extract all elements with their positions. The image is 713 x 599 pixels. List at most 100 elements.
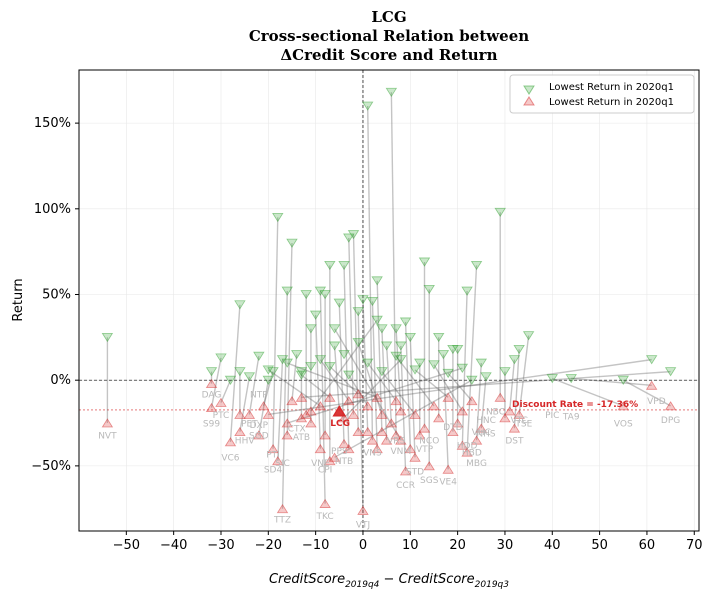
low-marker <box>338 413 350 423</box>
chart-title-line-2: Cross-sectional Relation between <box>249 27 529 45</box>
legend: Lowest Return in 2020q1 Lowest Return in… <box>509 74 695 114</box>
stem-line <box>277 359 284 461</box>
ticker-label: HDD <box>457 442 478 452</box>
high-marker <box>290 350 303 360</box>
low-marker <box>513 409 525 419</box>
stem-line <box>442 354 449 470</box>
ticker-label: NBC <box>486 407 505 417</box>
x-tick-label: −40 <box>160 538 187 553</box>
low-marker <box>442 464 454 474</box>
chart-title: LCG Cross-sectional Relation between ΔCr… <box>249 8 529 64</box>
stem-line <box>385 345 393 424</box>
stem-line <box>414 369 449 398</box>
ticker-label: PET <box>241 419 258 429</box>
ticker-label: NTB <box>335 457 353 467</box>
x-axis-label-minus: − <box>379 572 398 587</box>
high-marker <box>480 372 492 382</box>
high-marker <box>262 375 275 385</box>
stem-line <box>210 357 222 408</box>
low-marker <box>371 443 383 454</box>
high-marker <box>451 344 464 355</box>
high-marker <box>352 307 364 317</box>
high-marker <box>366 296 379 307</box>
low-marker <box>338 438 350 448</box>
stem-line <box>301 374 331 398</box>
low-marker <box>328 452 341 462</box>
high-marker <box>428 360 440 370</box>
low-marker <box>395 435 407 445</box>
low-marker <box>324 392 336 402</box>
stem-line <box>622 379 671 407</box>
high-marker <box>617 375 629 385</box>
ticker-label: PTI <box>266 450 280 460</box>
low-marker <box>371 392 383 402</box>
high-marker <box>399 317 412 327</box>
ticker-label: VRS <box>387 437 405 447</box>
stem-line <box>513 349 520 429</box>
low-marker <box>281 430 293 440</box>
high-marker <box>404 332 417 343</box>
low-marker <box>428 401 440 411</box>
ticker-label: SGS <box>420 476 439 486</box>
low-marker <box>423 461 435 471</box>
high-marker <box>272 212 284 223</box>
discount-rate-label: Discount Rate = -17.36% <box>512 400 638 410</box>
stem-line <box>381 328 388 441</box>
high-marker <box>101 332 114 343</box>
high-marker <box>432 332 445 343</box>
high-marker <box>357 295 369 305</box>
ticker-label: NTP <box>250 390 268 400</box>
low-marker <box>257 401 270 411</box>
low-marker <box>262 409 275 419</box>
high-marker <box>499 367 511 377</box>
high-marker <box>371 276 383 286</box>
low-marker <box>286 395 298 406</box>
stem-line <box>258 380 270 436</box>
low-marker <box>404 443 417 454</box>
high-marker <box>645 355 658 365</box>
stem-line <box>571 377 652 387</box>
legend-label-high: Lowest Return in 2020q1 <box>549 82 674 93</box>
low-marker <box>276 503 289 514</box>
low-marker <box>347 409 360 419</box>
high-marker <box>224 375 237 385</box>
ticker-label: DXP <box>250 421 269 431</box>
low-marker <box>376 409 388 419</box>
low-marker <box>451 418 464 428</box>
low-marker <box>664 401 677 411</box>
high-marker <box>333 298 346 308</box>
high-marker <box>409 365 421 375</box>
stem-line <box>220 379 232 403</box>
legend-box <box>509 74 695 114</box>
low-marker <box>466 395 478 406</box>
x-tick-label: 10 <box>402 538 419 553</box>
x-axis-label: CreditScore2019q4 − CreditScore2019q3 <box>269 572 509 590</box>
ticker-label: DAG <box>202 390 222 400</box>
stem-line <box>475 363 482 441</box>
stem-line <box>352 234 359 432</box>
low-marker <box>295 392 308 402</box>
stem-line <box>376 280 383 432</box>
stem-line <box>281 291 288 509</box>
high-marker <box>338 260 350 271</box>
high-marker <box>262 365 275 375</box>
ticker-label: VNS <box>363 449 382 459</box>
high-marker <box>494 207 506 217</box>
y-tick-label: −50% <box>31 459 71 474</box>
low-marker <box>418 423 431 433</box>
ticker-label: S99 <box>203 419 220 429</box>
ticker-label: VTJ <box>356 521 370 531</box>
reference-lines <box>79 70 699 531</box>
y-tick-label: 0% <box>50 373 71 388</box>
ticker-label: SIC <box>275 459 290 469</box>
x-tick-label: −10 <box>302 538 329 553</box>
legend-marker-high <box>523 85 535 95</box>
high-marker <box>343 233 355 243</box>
low-marker <box>432 413 445 423</box>
high-marker <box>295 367 308 377</box>
x-tick-label: 60 <box>639 538 656 553</box>
ticker-label: DTD <box>443 423 462 433</box>
high-marker <box>376 367 388 377</box>
low-marker <box>499 413 511 423</box>
stems <box>106 92 671 511</box>
